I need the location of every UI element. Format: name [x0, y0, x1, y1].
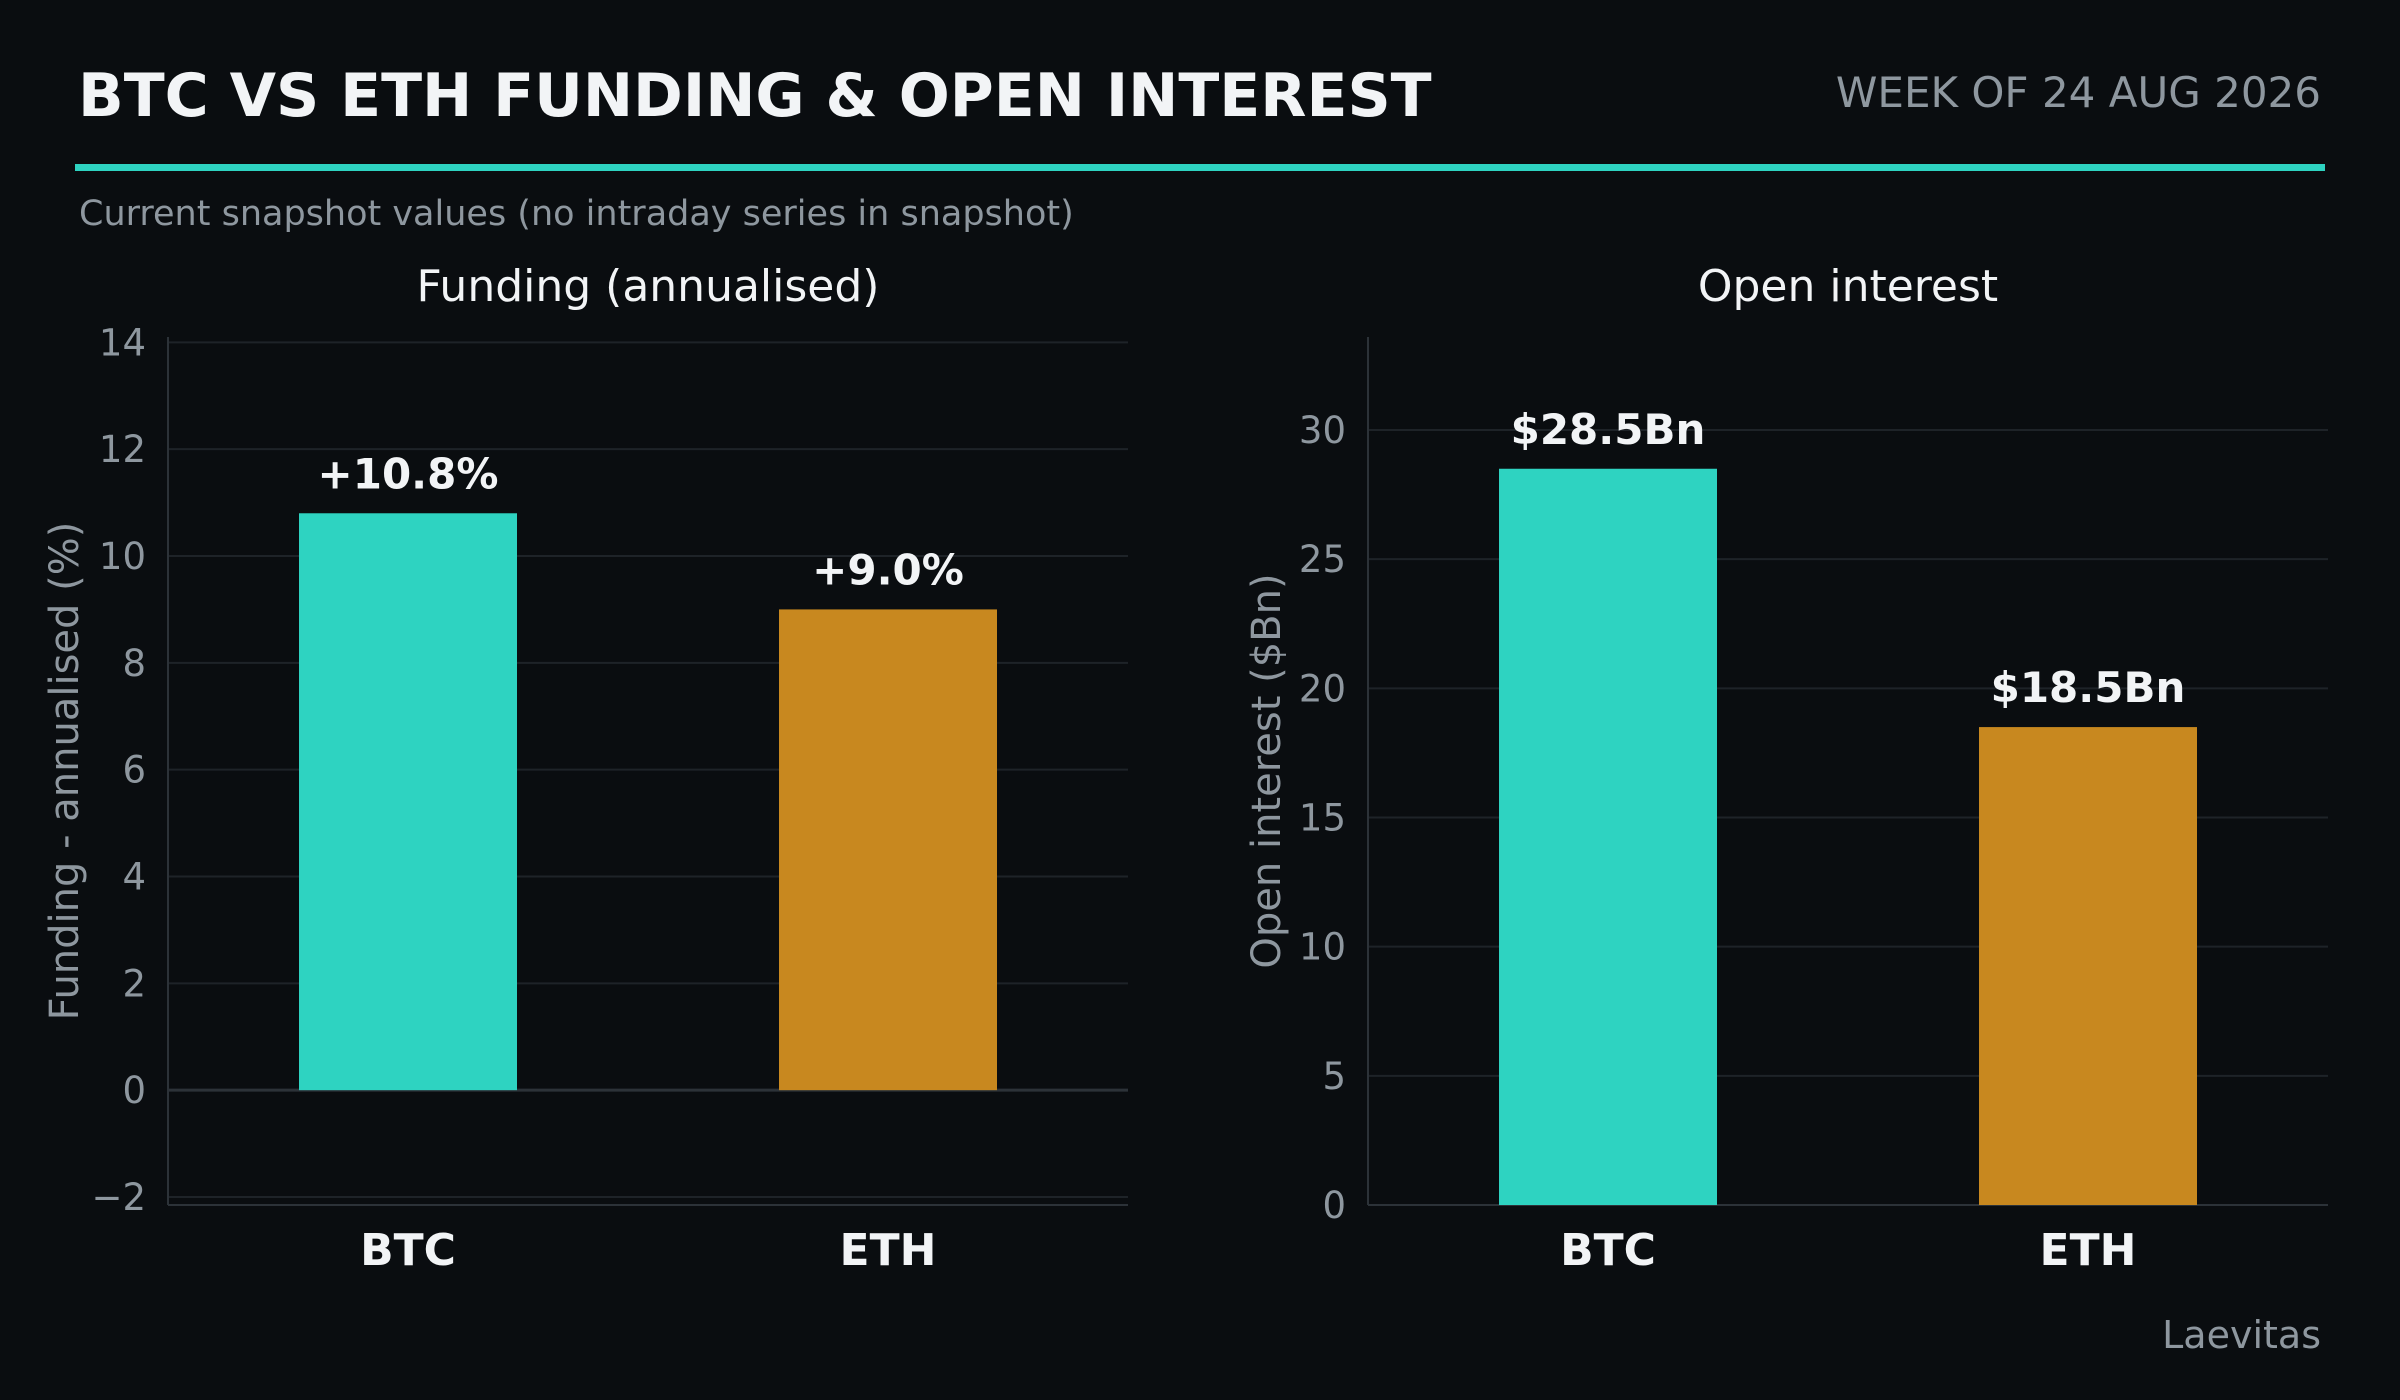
funding-y-tick-label: 2 [122, 962, 146, 1005]
funding-y-tick-label: 10 [99, 535, 146, 578]
subtitle: Current snapshot values (no intraday ser… [79, 194, 1074, 234]
funding-category-label-eth: ETH [840, 1225, 937, 1276]
funding-y-tick-label: −2 [91, 1176, 146, 1219]
open-interest-chart: 0 5 10 15 20 25 30 $28.5Bn BTC $18.5Bn ETH Open int… [1244, 261, 2328, 1276]
funding-y-tick-label: 6 [122, 749, 146, 792]
title-underline [75, 164, 2325, 171]
funding-y-tick-label: 4 [122, 855, 146, 898]
funding-value-label-eth: +9.0% [812, 545, 964, 594]
open-interest-chart-title: Open interest [1698, 261, 1998, 312]
funding-category-label-btc: BTC [360, 1225, 456, 1276]
funding-y-tick-label: 14 [99, 321, 146, 364]
date-label: WEEK OF 24 AUG 2026 [1836, 68, 2321, 117]
open-interest-y-tick-label: 10 [1299, 926, 1346, 969]
open-interest-value-label-eth: $18.5Bn [1991, 663, 2186, 712]
page-title: BTC VS ETH FUNDING & OPEN INTEREST [78, 61, 1432, 131]
open-interest-bar-eth [1979, 727, 2197, 1205]
funding-bar-eth [779, 609, 997, 1091]
open-interest-y-axis-label: Open interest ($Bn) [1244, 573, 1290, 968]
funding-value-label-btc: +10.8% [318, 449, 499, 498]
open-interest-category-label-eth: ETH [2040, 1225, 2137, 1276]
open-interest-y-tick-label: 0 [1322, 1184, 1346, 1227]
funding-chart: −2 0 2 4 6 8 10 12 14 +10.8% BTC +9.0% ETH Funding (a… [42, 261, 1128, 1276]
open-interest-bar-btc [1499, 468, 1717, 1205]
open-interest-y-tick-label: 5 [1322, 1055, 1346, 1098]
open-interest-y-tick-label: 30 [1299, 409, 1346, 452]
source-label: Laevitas [2162, 1313, 2321, 1357]
funding-y-axis-label: Funding - annualised (%) [42, 522, 88, 1021]
open-interest-y-tick-label: 15 [1299, 797, 1346, 840]
funding-y-tick-label: 12 [99, 428, 146, 471]
funding-bar-btc [299, 513, 517, 1091]
open-interest-y-tick-label: 20 [1299, 667, 1346, 710]
funding-chart-title: Funding (annualised) [417, 261, 880, 312]
funding-y-tick-label: 0 [122, 1069, 146, 1112]
open-interest-category-label-btc: BTC [1560, 1225, 1656, 1276]
open-interest-value-label-btc: $28.5Bn [1511, 405, 1706, 454]
open-interest-y-tick-label: 25 [1299, 538, 1346, 581]
funding-y-tick-label: 8 [122, 642, 146, 685]
